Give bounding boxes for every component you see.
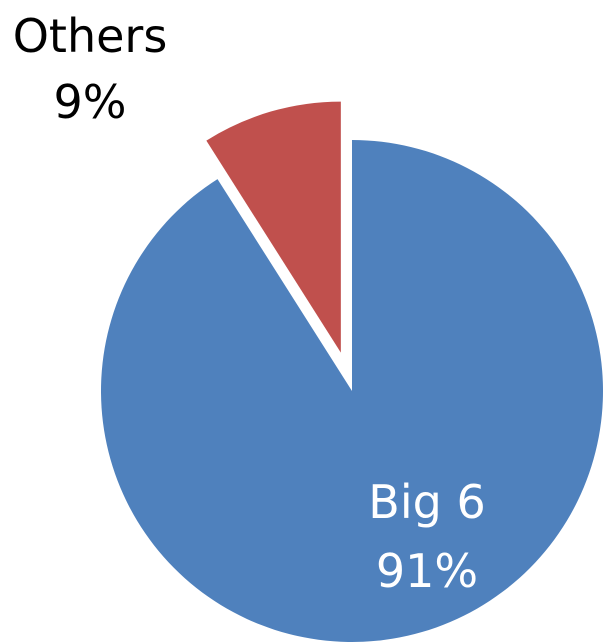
pie-labels: Big 6 91% Others 9% — [13, 9, 486, 598]
slice-value-label-others: 9% — [54, 75, 127, 129]
slice-name-big-6: Big 6 — [368, 475, 485, 529]
slice-name-others: Others — [13, 9, 168, 63]
slice-value-label-big-6: 91% — [376, 544, 478, 598]
pie-slice-others — [206, 101, 341, 353]
pie-slices — [101, 101, 603, 642]
pie-slice-big-6 — [101, 140, 603, 642]
